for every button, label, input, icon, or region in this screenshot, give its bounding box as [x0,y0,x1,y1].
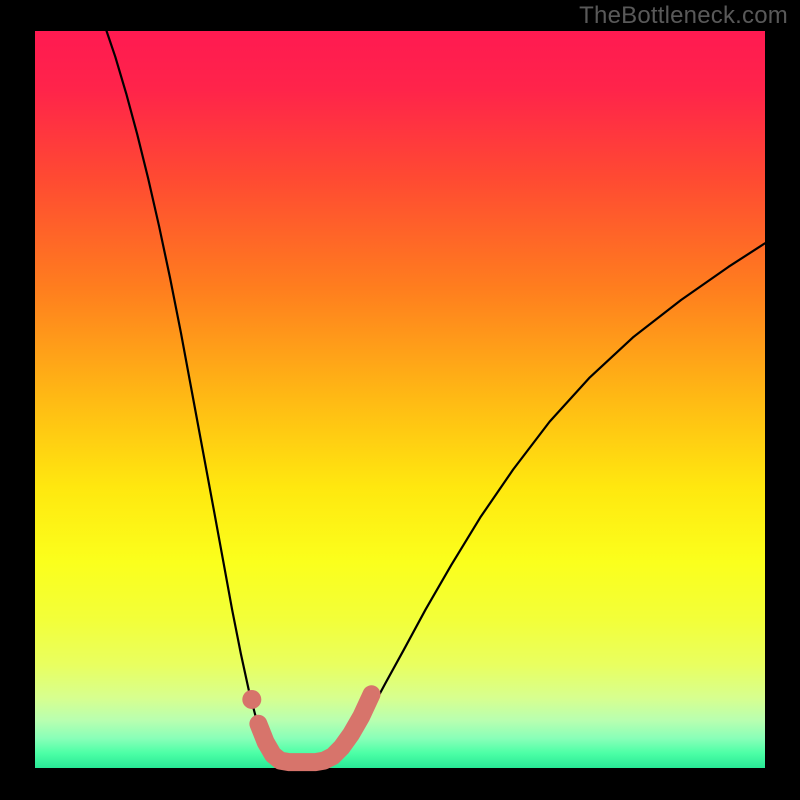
watermark-text: TheBottleneck.com [579,2,788,30]
chart-svg [0,0,800,800]
salmon-dot-marker [242,690,261,709]
chart-stage: TheBottleneck.com [0,0,800,800]
